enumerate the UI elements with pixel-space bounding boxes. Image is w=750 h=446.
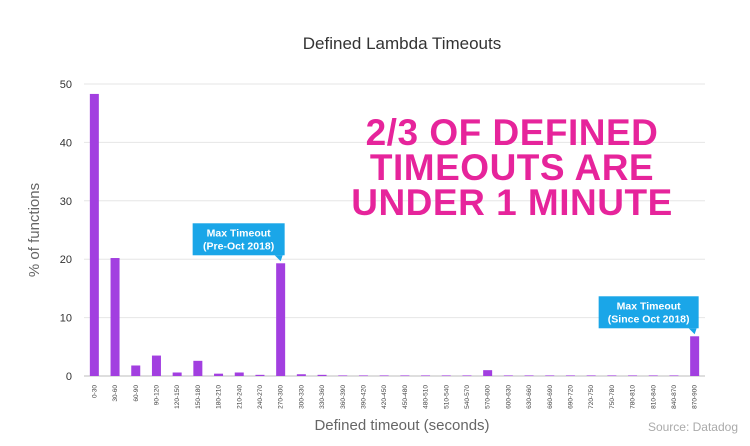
y-tick-label: 50 — [60, 79, 72, 91]
chart-title: Defined Lambda Timeouts — [303, 34, 501, 53]
x-axis-ticks: 0-30 30-60 60-90 90-120 120-150 150-180 180-21… — [91, 385, 698, 409]
x-axis-label: Defined timeout (seconds) — [314, 417, 489, 434]
bar — [358, 375, 368, 377]
x-tick-label: 690-720 — [567, 385, 574, 409]
bar — [545, 375, 555, 377]
bar — [586, 375, 596, 377]
bar — [503, 375, 513, 377]
bars — [89, 93, 700, 377]
bar — [110, 258, 120, 376]
bar — [296, 374, 306, 376]
x-tick-label: 750-780 — [609, 385, 616, 409]
callout-annotations: Max Timeout(Pre-Oct 2018)Max Timeout(Sin… — [192, 223, 699, 335]
x-tick-label: 840-870 — [671, 385, 678, 409]
bar — [648, 375, 658, 377]
y-axis-ticks: 0 10 20 30 40 50 — [60, 79, 72, 383]
bar — [441, 375, 451, 377]
bar — [255, 374, 265, 376]
x-tick-label: 660-690 — [547, 385, 554, 409]
x-tick-label: 330-360 — [319, 385, 326, 409]
x-tick-label: 780-810 — [630, 385, 637, 409]
bar — [669, 375, 679, 377]
y-tick-label: 40 — [60, 137, 72, 149]
x-tick-label: 420-450 — [381, 385, 388, 409]
callout: Max Timeout(Since Oct 2018) — [598, 296, 699, 335]
x-tick-label: 90-120 — [153, 385, 160, 406]
x-tick-label: 60-90 — [133, 385, 140, 402]
x-tick-label: 540-570 — [464, 385, 471, 409]
x-tick-label: 720-750 — [588, 385, 595, 409]
callout-box — [598, 296, 699, 329]
bar — [607, 375, 617, 377]
x-tick-label: 480-510 — [423, 385, 430, 409]
x-tick-label: 150-180 — [195, 385, 202, 409]
callout-box — [192, 223, 285, 256]
bar — [151, 355, 161, 376]
bar — [628, 375, 638, 377]
bar — [483, 370, 493, 376]
callout-text: (Since Oct 2018) — [608, 313, 690, 325]
bar — [89, 93, 99, 376]
headline-line: UNDER 1 MINUTE — [351, 182, 673, 223]
bar — [421, 375, 431, 377]
bar — [172, 372, 182, 376]
callout-text: Max Timeout — [207, 227, 271, 239]
y-tick-label: 0 — [66, 371, 72, 383]
x-tick-label: 30-60 — [112, 385, 119, 402]
x-tick-label: 240-270 — [257, 385, 264, 409]
y-tick-label: 20 — [60, 254, 72, 266]
x-tick-label: 810-840 — [650, 385, 657, 409]
bar — [317, 374, 327, 376]
bar — [276, 263, 286, 376]
headline-line: 2/3 OF DEFINED — [366, 112, 659, 153]
x-tick-label: 180-210 — [216, 385, 223, 409]
bar — [379, 375, 389, 377]
x-tick-label: 120-150 — [174, 385, 181, 409]
x-tick-label: 270-300 — [278, 385, 285, 409]
x-tick-label: 0-30 — [91, 385, 98, 398]
bar — [524, 375, 534, 377]
x-tick-label: 870-900 — [692, 385, 699, 409]
x-tick-label: 570-600 — [485, 385, 492, 409]
x-tick-label: 450-480 — [402, 385, 409, 409]
callout: Max Timeout(Pre-Oct 2018) — [192, 223, 285, 262]
bar — [690, 336, 700, 376]
y-tick-label: 30 — [60, 196, 72, 208]
x-tick-label: 360-390 — [340, 385, 347, 409]
callout-pointer — [274, 255, 283, 262]
callout-text: Max Timeout — [617, 300, 681, 312]
x-tick-label: 510-540 — [443, 385, 450, 409]
bar — [338, 375, 348, 377]
bar — [193, 360, 203, 376]
x-tick-label: 630-660 — [526, 385, 533, 409]
y-axis-label: % of functions — [26, 183, 43, 277]
bar — [462, 375, 472, 377]
x-tick-label: 600-630 — [505, 385, 512, 409]
x-tick-label: 390-420 — [360, 385, 367, 409]
source-note: Source: Datadog — [648, 420, 738, 434]
headline-line: TIMEOUTS ARE — [370, 147, 654, 188]
bar — [400, 375, 410, 377]
bar — [565, 375, 575, 377]
bar — [131, 365, 141, 376]
bar — [214, 373, 224, 376]
callout-pointer — [688, 328, 697, 335]
x-tick-label: 300-330 — [298, 385, 305, 409]
x-tick-label: 210-240 — [236, 385, 243, 409]
callout-text: (Pre-Oct 2018) — [203, 240, 274, 252]
y-tick-label: 10 — [60, 313, 72, 325]
bar — [234, 372, 244, 376]
